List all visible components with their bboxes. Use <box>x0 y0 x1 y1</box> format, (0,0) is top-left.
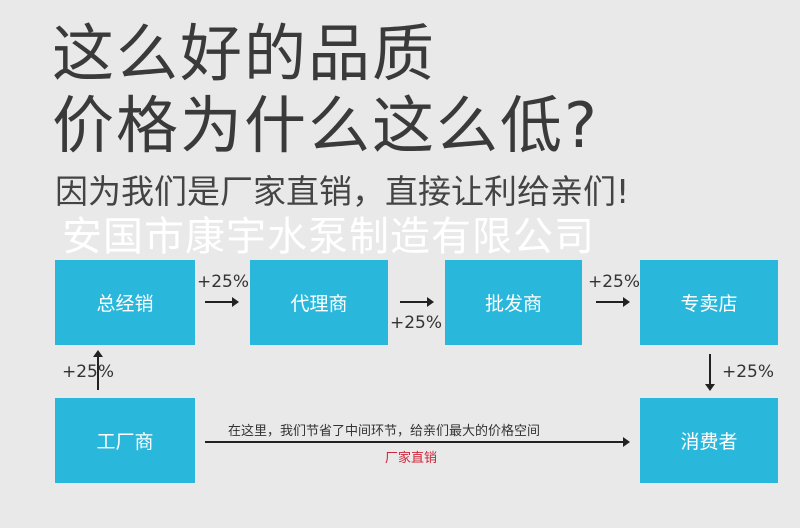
markup-label: +25% <box>588 272 641 292</box>
arrow-right-icon <box>400 297 434 307</box>
arrow-right-icon <box>596 297 630 307</box>
node-store: 专卖店 <box>640 260 778 345</box>
arrow-down-icon <box>709 354 711 384</box>
watermark: 安国市康宇水泵制造有限公司 <box>62 214 595 260</box>
direct-sale-label: 厂家直销 <box>385 451 438 466</box>
markup-label: +25% <box>62 362 115 382</box>
markup-label: +25% <box>722 362 775 382</box>
node-factory: 工厂商 <box>55 398 195 483</box>
headline-line1: 这么好的品质 <box>52 17 437 90</box>
node-general-distributor: 总经销 <box>55 260 195 345</box>
markup-label: +25% <box>197 272 250 292</box>
arrow-right-icon <box>205 297 239 307</box>
direct-sale-note: 在这里，我们节省了中间环节，给亲们最大的价格空间 <box>228 424 541 439</box>
arrow-right-icon <box>205 437 630 447</box>
arrow-down-head <box>705 384 715 391</box>
arrow-up-head <box>93 350 103 357</box>
node-agent: 代理商 <box>250 260 388 345</box>
markup-label: +25% <box>390 313 443 333</box>
arrow-up-icon <box>97 355 99 390</box>
headline-line2: 价格为什么这么低? <box>52 89 599 162</box>
subtitle: 因为我们是厂家直销，直接让利给亲们! <box>55 172 630 211</box>
node-consumer: 消费者 <box>640 398 778 483</box>
node-wholesaler: 批发商 <box>445 260 582 345</box>
